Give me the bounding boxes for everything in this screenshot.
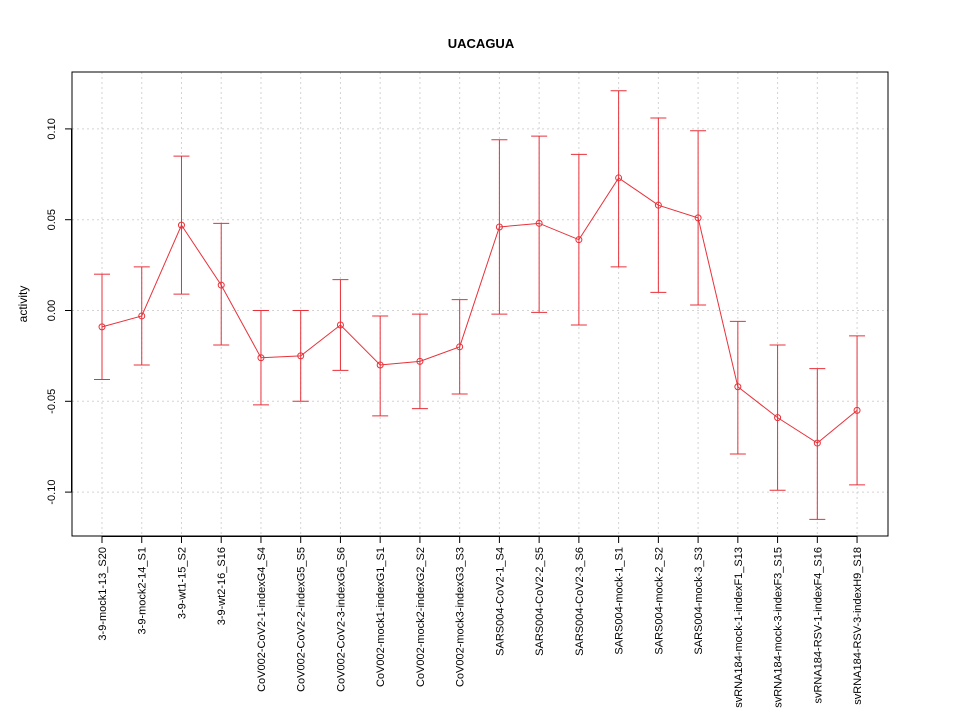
x-tick-label: CoV002-CoV2-2-indexG5_S5 (296, 547, 308, 692)
x-tick-label: 3-9-wt1-15_S2 (176, 547, 188, 619)
data-point (654, 201, 662, 209)
data-point (495, 223, 503, 231)
x-tick-label: SARS004-CoV2-3_S6 (574, 547, 586, 656)
data-point (813, 439, 821, 447)
y-axis-label: activity (16, 286, 30, 323)
data-point (138, 312, 146, 320)
x-tick-label: CoV002-mock2-indexG2_S2 (415, 547, 427, 687)
y-tick-label: -0.10 (46, 480, 58, 505)
x-tick-label: SARS004-mock-2_S2 (653, 547, 665, 655)
y-tick-label: 0.00 (46, 300, 58, 321)
x-axis: 3-9-mock1-13_S20 3-9-mock2-14_S1 3-9-wt1-1… (97, 536, 864, 708)
x-tick-label: CoV002-mock3-indexG3_S3 (455, 547, 467, 687)
x-tick-label: 3-9-mock2-14_S1 (137, 547, 149, 634)
data-point (694, 214, 702, 222)
data-point (257, 354, 265, 362)
data-point (336, 321, 344, 329)
y-axis: -0.10 -0.05 0.00 0.05 0.10 (46, 118, 72, 505)
data-point (615, 174, 623, 182)
x-tick-label: svRNA184-RSV-3-indexH9_S18 (852, 547, 864, 705)
x-tick-label: svRNA184-mock-3-indexF3_S15 (773, 547, 785, 708)
y-tick-label: 0.05 (46, 209, 58, 230)
x-tick-label: svRNA184-RSV-1-indexF4_S16 (812, 547, 824, 704)
x-tick-label: SARS004-mock-3_S3 (693, 547, 705, 655)
y-tick-label: 0.10 (46, 118, 58, 139)
x-tick-label: SARS004-CoV2-1_S4 (494, 547, 506, 656)
x-tick-label: CoV002-CoV2-1-indexG4_S4 (256, 547, 268, 692)
series-line (101, 177, 858, 444)
data-point (535, 219, 543, 227)
chart-title: UACAGUA (448, 36, 515, 51)
data-point (456, 343, 464, 351)
x-tick-label: 3-9-mock1-13_S20 (97, 547, 109, 641)
y-tick-label: -0.05 (46, 389, 58, 414)
data-point (575, 236, 583, 244)
grid (72, 72, 888, 536)
x-tick-label: SARS004-CoV2-2_S5 (534, 547, 546, 656)
x-tick-label: CoV002-CoV2-3-indexG6_S6 (335, 547, 347, 692)
data-point (376, 361, 384, 369)
data-point (853, 406, 861, 414)
x-tick-label: CoV002-mock1-indexG1_S1 (375, 547, 387, 687)
data-point (217, 281, 225, 289)
plot-frame (71, 71, 889, 537)
x-tick-label: svRNA184-mock-1-indexF1_S13 (733, 547, 745, 708)
data-point (297, 352, 305, 360)
data-point (416, 357, 424, 365)
data-point (734, 383, 742, 391)
data-point (774, 414, 782, 422)
data-point (98, 323, 106, 331)
x-tick-label: SARS004-mock-1_S1 (614, 547, 626, 655)
data-point (177, 221, 185, 229)
data-series (94, 90, 866, 520)
x-tick-label: 3-9-wt2-16_S16 (216, 547, 228, 625)
